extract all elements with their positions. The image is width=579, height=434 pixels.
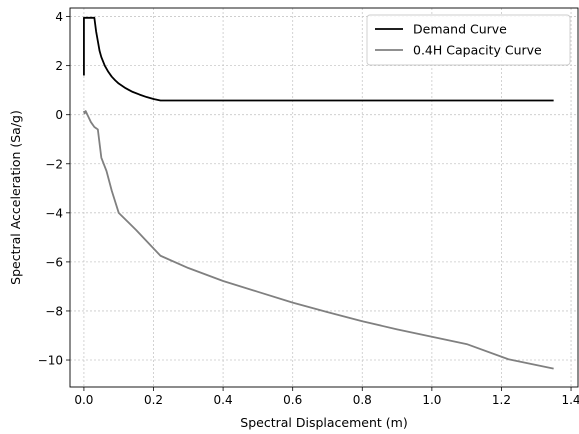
x-tick-label: 0.6 bbox=[283, 393, 302, 407]
legend-box bbox=[366, 14, 571, 66]
y-axis-label: Spectral Acceleration (Sa/g) bbox=[8, 110, 23, 285]
series-line bbox=[83, 16, 554, 102]
tick-layer: 0.0 0.2 0.4 0.6 0.8 1.0 1.2 1.4 4 2 0 −2 −4 −6 −8 −10 bbox=[38, 10, 579, 407]
legend-items: Demand Curve 0.4H Capacity Curve bbox=[375, 22, 542, 58]
x-tick-label: 0.4 bbox=[214, 393, 233, 407]
y-tick-label: −4 bbox=[45, 206, 63, 220]
x-tick-label: 0.8 bbox=[353, 393, 372, 407]
legend-label: 0.4H Capacity Curve bbox=[413, 43, 542, 58]
x-axis-label: Spectral Displacement (m) bbox=[240, 415, 407, 430]
x-tick-label: 1.4 bbox=[561, 393, 579, 407]
series-layer bbox=[83, 16, 554, 370]
y-tick-label: −10 bbox=[38, 354, 63, 368]
y-tick-label: −8 bbox=[45, 304, 63, 318]
x-tick-label: 1.2 bbox=[492, 393, 511, 407]
plot-frame bbox=[69, 7, 579, 388]
y-tick-label: 2 bbox=[55, 59, 63, 73]
y-tick-label: −2 bbox=[45, 157, 63, 171]
series-line bbox=[83, 110, 554, 370]
grid-layer bbox=[70, 8, 578, 387]
legend-label: Demand Curve bbox=[413, 22, 507, 37]
y-tick-label: −6 bbox=[45, 255, 63, 269]
legend: Demand Curve 0.4H Capacity Curve bbox=[366, 14, 571, 66]
x-tick-label: 0.2 bbox=[144, 393, 163, 407]
x-tick-label: 1.0 bbox=[422, 393, 441, 407]
x-tick-label: 0.0 bbox=[74, 393, 93, 407]
y-tick-label: 4 bbox=[55, 10, 63, 24]
y-tick-label: 0 bbox=[55, 108, 63, 122]
